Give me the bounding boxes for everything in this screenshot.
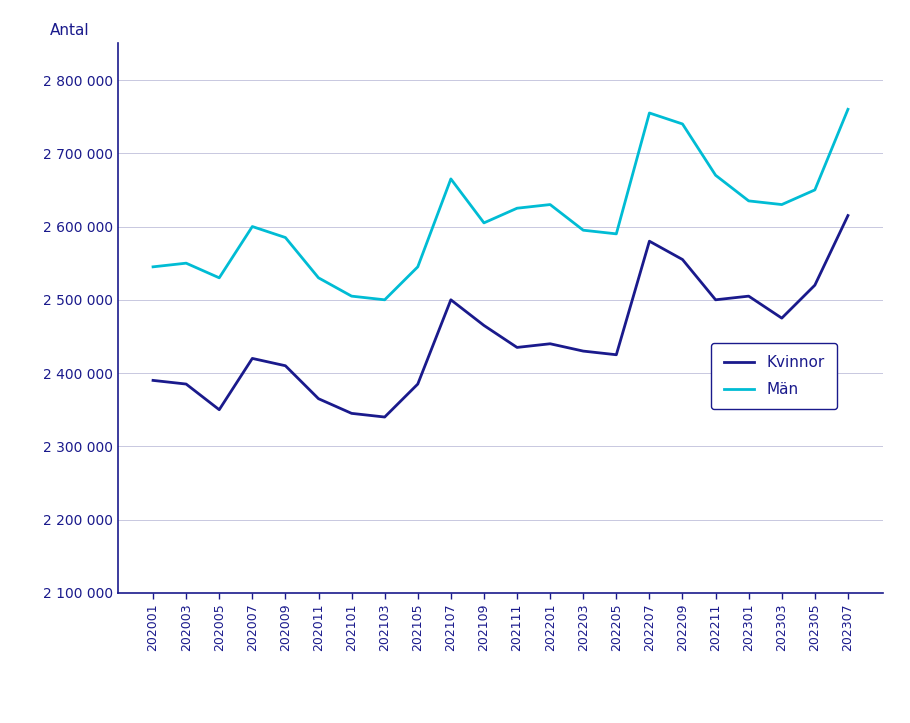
Män: [843, 105, 854, 114]
Män: [445, 174, 456, 183]
Män: [479, 218, 490, 227]
Män: [214, 273, 225, 282]
Kvinnor: [313, 394, 324, 403]
Kvinnor: [214, 406, 225, 414]
Kvinnor: [147, 376, 158, 385]
Kvinnor: [511, 343, 522, 352]
Män: [147, 262, 158, 271]
Män: [247, 222, 258, 231]
Män: [511, 204, 522, 213]
Kvinnor: [412, 380, 423, 388]
Kvinnor: [578, 347, 589, 356]
Kvinnor: [479, 321, 490, 330]
Män: [545, 200, 556, 209]
Kvinnor: [677, 255, 688, 264]
Text: Antal: Antal: [49, 23, 89, 38]
Män: [379, 296, 390, 304]
Kvinnor: [545, 339, 556, 348]
Line: Män: Män: [153, 109, 848, 300]
Kvinnor: [181, 380, 192, 388]
Line: Kvinnor: Kvinnor: [153, 215, 848, 417]
Män: [776, 200, 787, 209]
Kvinnor: [445, 296, 456, 304]
Kvinnor: [379, 413, 390, 422]
Män: [313, 273, 324, 282]
Män: [743, 197, 754, 205]
Män: [611, 229, 622, 238]
Kvinnor: [247, 354, 258, 363]
Män: [280, 234, 291, 242]
Män: [346, 292, 357, 301]
Män: [677, 119, 688, 128]
Kvinnor: [280, 362, 291, 370]
Män: [644, 108, 655, 117]
Män: [181, 259, 192, 268]
Legend: Kvinnor, Män: Kvinnor, Män: [712, 343, 837, 409]
Kvinnor: [776, 314, 787, 322]
Kvinnor: [743, 292, 754, 301]
Kvinnor: [843, 211, 854, 220]
Kvinnor: [710, 296, 721, 304]
Män: [578, 226, 589, 234]
Kvinnor: [644, 237, 655, 246]
Män: [710, 171, 721, 179]
Kvinnor: [611, 351, 622, 359]
Kvinnor: [809, 281, 820, 289]
Män: [809, 186, 820, 194]
Män: [412, 262, 423, 271]
Kvinnor: [346, 409, 357, 418]
